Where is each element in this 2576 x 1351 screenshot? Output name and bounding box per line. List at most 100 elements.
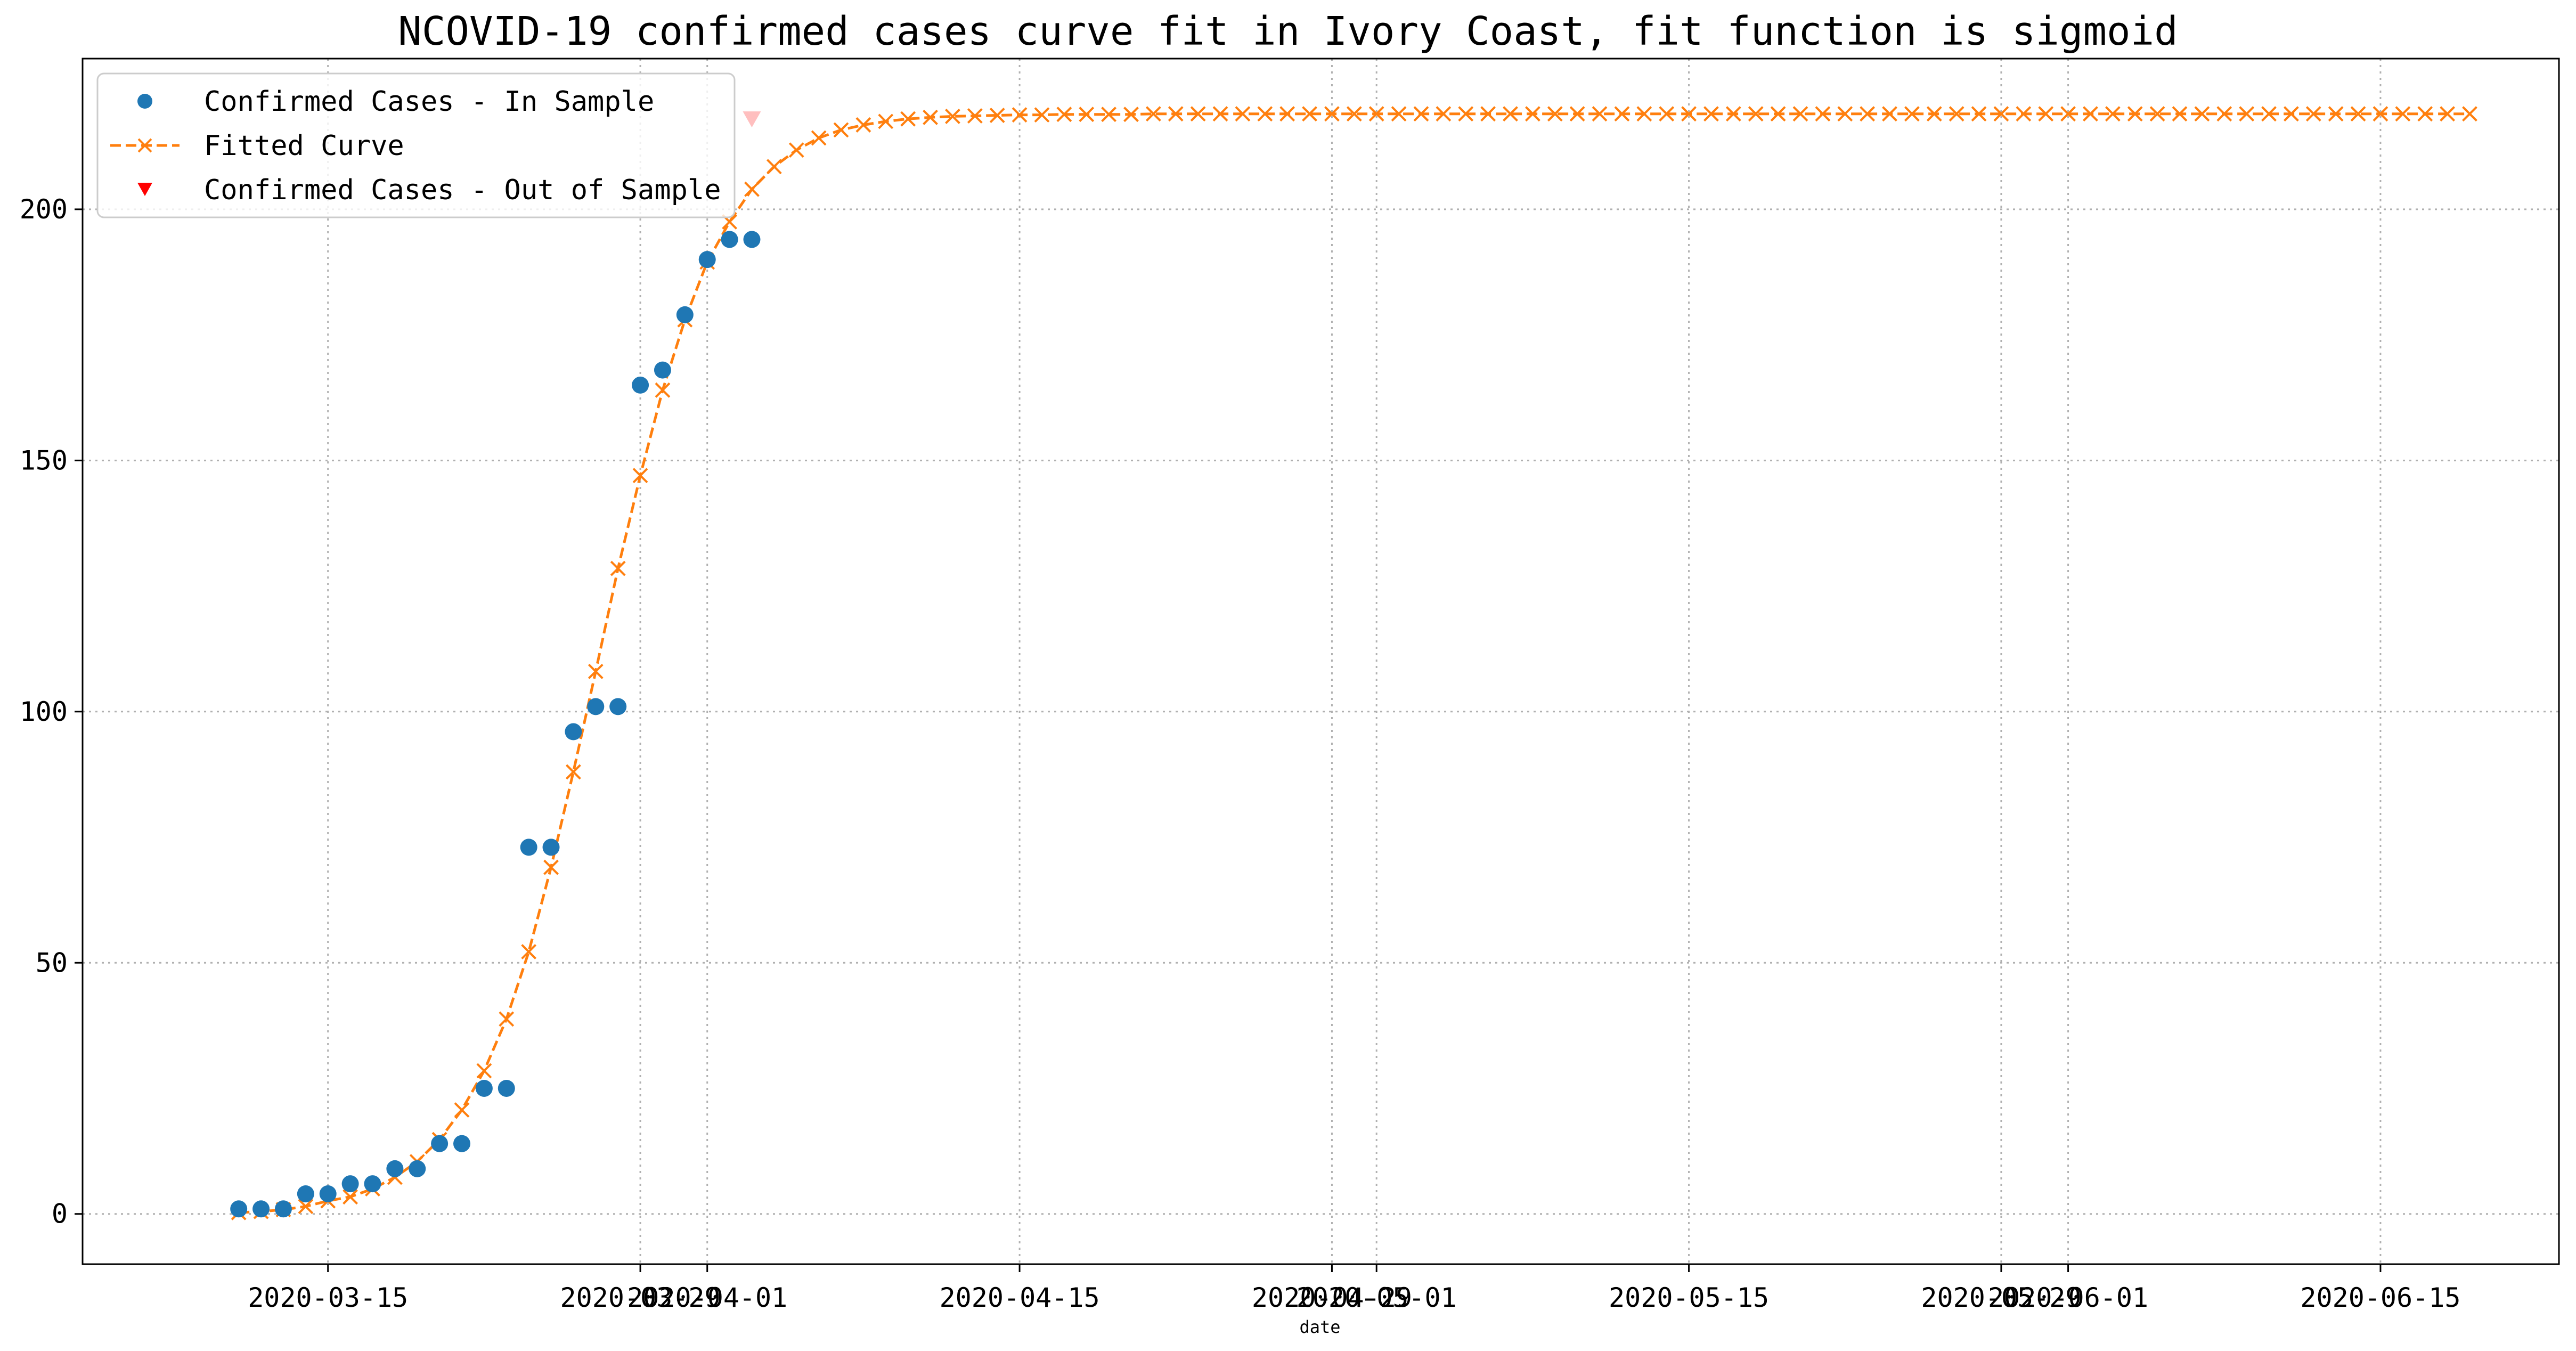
fitted-curve-marker [2016, 106, 2032, 122]
fitted-curve-marker [766, 159, 782, 175]
fitted-curve-marker [610, 560, 626, 576]
fitted-curve-marker [298, 1199, 314, 1214]
fitted-curve-marker [1257, 106, 1273, 122]
fitted-curve-marker [2462, 106, 2477, 122]
x-tick-label: 2020-04-29 [1252, 1282, 1412, 1313]
in-sample-point [632, 376, 649, 394]
in-sample-point [319, 1185, 337, 1202]
in-sample-point [386, 1160, 404, 1177]
fitted-curve-marker [1904, 106, 1920, 122]
fitted-curve-marker [1480, 106, 1496, 122]
fitted-curve-marker [2149, 106, 2165, 122]
fitted-curve-marker [1145, 106, 1161, 122]
x-tick-label: 2020-03-29 [560, 1282, 721, 1313]
fitted-curve-marker [521, 944, 537, 959]
x-tick-label: 2020-05-15 [1609, 1282, 1769, 1313]
fitted-curve-marker [900, 111, 916, 127]
fitted-curve-marker [2283, 106, 2299, 122]
fitted-curve-marker [1503, 106, 1518, 122]
fitted-curve-marker [923, 109, 938, 125]
fitted-curve-marker [833, 122, 849, 138]
fitted-curve-marker [454, 1102, 470, 1118]
fitted-curve-marker [2328, 106, 2344, 122]
fitted-curve-marker [2038, 106, 2054, 122]
data-points [230, 111, 761, 1218]
fitted-curve-marker [1949, 106, 1964, 122]
legend-box [96, 72, 736, 218]
in-sample-point [252, 1200, 270, 1218]
fitted-curve-marker [1123, 107, 1139, 123]
x-tick-label: 2020-06-01 [1988, 1282, 2148, 1313]
fitted-curve-marker [2395, 106, 2411, 122]
fitted-curve-marker [1569, 106, 1585, 122]
fitted-curve-marker [878, 113, 894, 129]
fitted-curve-marker [499, 1011, 515, 1027]
in-sample-point [453, 1135, 471, 1152]
in-sample-point [654, 361, 671, 379]
fitted-curve-marker [1346, 106, 1362, 122]
legend-label-in-sample: Confirmed Cases - In Sample [204, 86, 654, 118]
out-of-sample-point [743, 111, 761, 128]
x-tick-label: 2020-03-15 [248, 1282, 408, 1313]
fitted-curve-marker [1547, 106, 1563, 122]
fitted-curve-marker [2083, 106, 2098, 122]
in-sample-point [565, 723, 582, 740]
x-tick-label: 2020-05-29 [1921, 1282, 2081, 1313]
plot-frame [81, 58, 2560, 1265]
fitted-curve-marker [1056, 107, 1072, 123]
fitted-curve-marker [1681, 106, 1697, 122]
fitted-curve-marker [945, 109, 960, 124]
fitted-curve-marker [588, 663, 604, 679]
legend-label-out-of-sample: Confirmed Cases - Out of Sample [204, 174, 721, 206]
in-sample-point [431, 1135, 449, 1152]
in-sample-point [698, 251, 716, 268]
fitted-curve-marker [855, 117, 871, 133]
fitted-curve-marker [2239, 106, 2255, 122]
chart-title: NCOVID-19 confirmed cases curve fit in I… [398, 9, 2178, 54]
fitted-curve-marker [2261, 106, 2277, 122]
in-sample-point [609, 698, 627, 715]
fitted-curve-marker [1725, 106, 1741, 122]
fitted-curve-marker [1837, 106, 1853, 122]
fitted-curve-marker [1302, 106, 1317, 122]
fitted-curve-marker [1235, 106, 1251, 122]
fitted-curve-marker [811, 130, 827, 146]
x-tick-label: 2020-04-15 [940, 1282, 1100, 1313]
fitted-curve-marker [1324, 106, 1340, 122]
in-sample-point [676, 306, 694, 323]
fitted-curve-marker [1703, 106, 1719, 122]
x-tick-label: 2020-05-01 [1297, 1282, 1457, 1313]
y-tick-label: 200 [20, 194, 68, 225]
fitted-curve-marker [1592, 106, 1608, 122]
y-tick-label: 100 [20, 696, 68, 727]
fitted-curve-marker [632, 468, 648, 484]
fitted-curve-marker [1279, 106, 1295, 122]
fitted-curve-marker [1101, 107, 1117, 123]
y-tick-label: 0 [52, 1199, 68, 1230]
fitted-curve-marker [1079, 107, 1095, 123]
fitted-curve-marker [343, 1189, 358, 1205]
fitted-curve-marker [1391, 106, 1407, 122]
fitted-curve-marker [2373, 106, 2388, 122]
fitted-curve-marker [1190, 106, 1206, 122]
y-tick-label: 150 [20, 445, 68, 476]
fitted-curve-marker [1614, 106, 1630, 122]
fitted-curve-marker [2305, 106, 2321, 122]
fitted-curve-marker [2216, 106, 2232, 122]
fitted-curve-marker [2127, 106, 2143, 122]
in-sample-point [498, 1079, 515, 1097]
fitted-curve-marker [2060, 106, 2076, 122]
in-sample-point [274, 1200, 292, 1218]
fitted-curve-marker [2440, 106, 2456, 122]
fitted-curve-marker [1212, 106, 1228, 122]
in-sample-point [587, 698, 605, 715]
in-sample-point [297, 1185, 314, 1202]
fitted-curve-marker [1770, 106, 1786, 122]
fitted-curve-marker [1436, 106, 1452, 122]
fitted-curve-marker [1636, 106, 1652, 122]
fitted-curve-marker [2417, 106, 2433, 122]
fitted-curve-marker [566, 764, 581, 780]
fitted-curve-marker [1993, 106, 2009, 122]
